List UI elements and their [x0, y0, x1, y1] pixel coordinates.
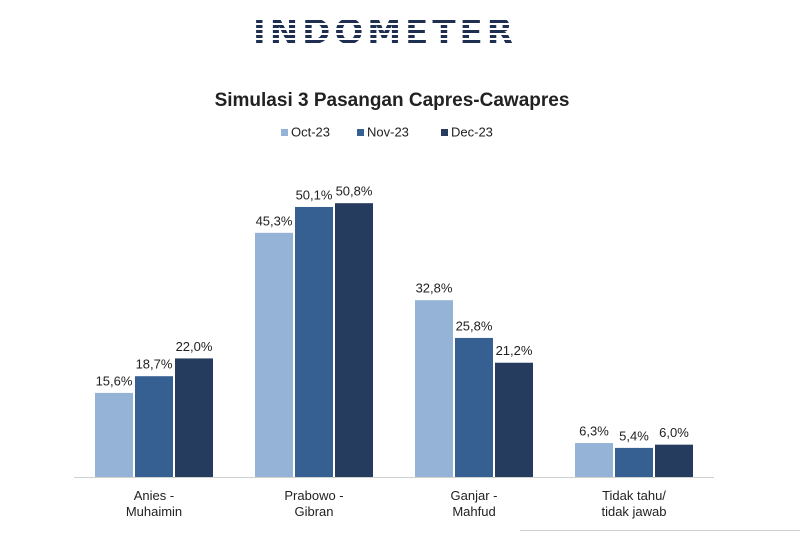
value-label: 50,8% [336, 184, 373, 199]
value-label: 6,3% [579, 423, 609, 438]
x-tick-label: Anies -Muhaimin [126, 488, 182, 519]
value-label: 25,8% [456, 318, 493, 333]
value-label: 45,3% [256, 213, 293, 228]
x-tick-label-line: Tidak tahu/ [602, 488, 666, 503]
bar [455, 337, 493, 477]
x-tick-label: Prabowo -Gibran [284, 488, 343, 519]
x-tick-label: Ganjar -Mahfud [451, 488, 498, 519]
bar [295, 206, 333, 477]
chart-title: Simulasi 3 Pasangan Capres-Cawapres [215, 90, 570, 111]
legend-label: Dec-23 [451, 124, 493, 139]
logo: INDOMETER [253, 13, 517, 53]
x-tick-label-line: Prabowo - [284, 488, 343, 503]
x-tick-label-line: Gibran [294, 504, 333, 519]
value-label: 18,7% [136, 357, 173, 372]
bar [415, 300, 453, 477]
x-tick-label-line: Muhaimin [126, 504, 182, 519]
bar [575, 443, 613, 477]
bar [95, 392, 133, 477]
bar [655, 444, 693, 477]
bar [175, 358, 213, 477]
bar [335, 203, 373, 478]
legend-swatch [441, 129, 448, 136]
bar [135, 376, 173, 477]
value-label: 22,0% [176, 339, 213, 354]
x-tick-label: Tidak tahu/tidak jawab [601, 488, 666, 519]
value-label: 32,8% [416, 281, 453, 296]
legend-label: Oct-23 [291, 124, 330, 139]
x-tick-label-line: tidak jawab [601, 504, 666, 519]
bar [255, 232, 293, 477]
x-tick-label-line: Mahfud [452, 504, 495, 519]
legend-swatch [357, 129, 364, 136]
bar [495, 362, 533, 477]
value-label: 15,6% [96, 373, 133, 388]
value-label: 50,1% [296, 187, 333, 202]
value-label: 6,0% [659, 425, 689, 440]
value-label: 5,4% [619, 428, 649, 443]
bar [615, 447, 653, 477]
legend-swatch [281, 129, 288, 136]
value-label: 21,2% [496, 343, 533, 358]
x-tick-label-line: Anies - [134, 488, 174, 503]
x-tick-label-line: Ganjar - [451, 488, 498, 503]
legend-label: Nov-23 [367, 124, 409, 139]
